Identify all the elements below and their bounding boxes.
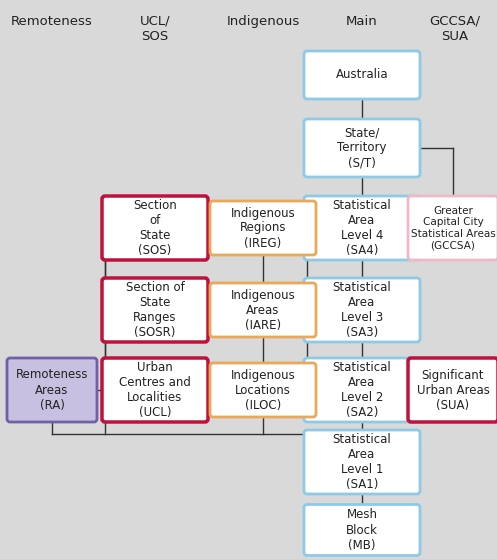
FancyBboxPatch shape — [7, 358, 97, 422]
FancyBboxPatch shape — [304, 430, 420, 494]
Text: Greater
Capital City
Statistical Areas
(GCCSA): Greater Capital City Statistical Areas (… — [411, 206, 496, 250]
Text: GCCSA/
SUA: GCCSA/ SUA — [429, 15, 481, 43]
FancyBboxPatch shape — [210, 283, 316, 337]
FancyBboxPatch shape — [304, 505, 420, 556]
Text: Significant
Urban Areas
(SUA): Significant Urban Areas (SUA) — [416, 368, 490, 411]
FancyBboxPatch shape — [304, 358, 420, 422]
FancyBboxPatch shape — [408, 196, 497, 260]
FancyBboxPatch shape — [102, 196, 208, 260]
Text: Section
of
State
(SOS): Section of State (SOS) — [133, 199, 177, 257]
Text: Section of
State
Ranges
(SOSR): Section of State Ranges (SOSR) — [126, 281, 184, 339]
FancyBboxPatch shape — [304, 119, 420, 177]
Text: Indigenous
Regions
(IREG): Indigenous Regions (IREG) — [231, 206, 295, 249]
Text: Indigenous
Areas
(IARE): Indigenous Areas (IARE) — [231, 288, 295, 331]
Text: Statistical
Area
Level 2
(SA2): Statistical Area Level 2 (SA2) — [332, 361, 391, 419]
Text: Urban
Centres and
Localities
(UCL): Urban Centres and Localities (UCL) — [119, 361, 191, 419]
Text: UCL/
SOS: UCL/ SOS — [140, 15, 170, 43]
Text: Main: Main — [346, 15, 378, 28]
Text: Remoteness: Remoteness — [11, 15, 93, 28]
Text: Indigenous: Indigenous — [226, 15, 300, 28]
Text: Remoteness
Areas
(RA): Remoteness Areas (RA) — [16, 368, 88, 411]
Text: Indigenous
Locations
(ILOC): Indigenous Locations (ILOC) — [231, 368, 295, 411]
Text: Statistical
Area
Level 4
(SA4): Statistical Area Level 4 (SA4) — [332, 199, 391, 257]
Text: Statistical
Area
Level 1
(SA1): Statistical Area Level 1 (SA1) — [332, 433, 391, 491]
FancyBboxPatch shape — [304, 196, 420, 260]
Text: Mesh
Block
(MB): Mesh Block (MB) — [346, 509, 378, 552]
Text: Australia: Australia — [335, 69, 388, 82]
FancyBboxPatch shape — [102, 358, 208, 422]
Text: State/
Territory
(S/T): State/ Territory (S/T) — [337, 126, 387, 169]
Text: Statistical
Area
Level 3
(SA3): Statistical Area Level 3 (SA3) — [332, 281, 391, 339]
FancyBboxPatch shape — [408, 358, 497, 422]
FancyBboxPatch shape — [210, 201, 316, 255]
FancyBboxPatch shape — [102, 278, 208, 342]
FancyBboxPatch shape — [210, 363, 316, 417]
FancyBboxPatch shape — [304, 278, 420, 342]
FancyBboxPatch shape — [304, 51, 420, 99]
